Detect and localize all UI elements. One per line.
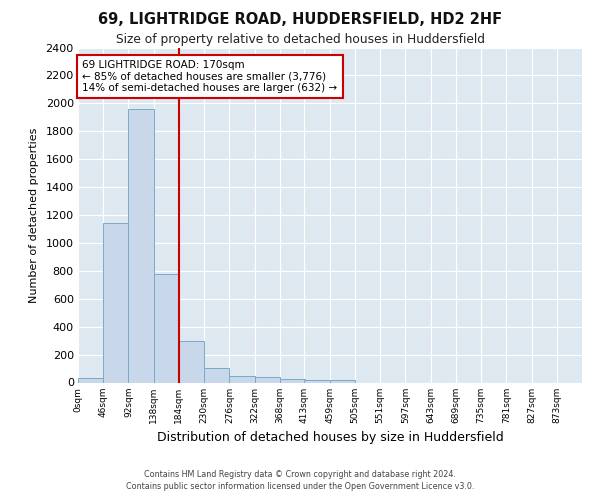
Text: Contains HM Land Registry data © Crown copyright and database right 2024.: Contains HM Land Registry data © Crown c… [144,470,456,479]
Bar [103,224,128,382]
Bar [204,368,229,382]
Text: 69, LIGHTRIDGE ROAD, HUDDERSFIELD, HD2 2HF: 69, LIGHTRIDGE ROAD, HUDDERSFIELD, HD2 2… [98,12,502,28]
X-axis label: Distribution of detached houses by size in Huddersfield: Distribution of detached houses by size … [157,432,503,444]
Text: Contains public sector information licensed under the Open Government Licence v3: Contains public sector information licen… [126,482,474,491]
Bar [128,109,154,382]
Text: Size of property relative to detached houses in Huddersfield: Size of property relative to detached ho… [115,32,485,46]
Y-axis label: Number of detached properties: Number of detached properties [29,128,38,302]
Text: 69 LIGHTRIDGE ROAD: 170sqm
← 85% of detached houses are smaller (3,776)
14% of s: 69 LIGHTRIDGE ROAD: 170sqm ← 85% of deta… [82,60,338,94]
Bar [154,274,179,382]
Bar [280,379,305,382]
Bar [179,340,204,382]
Bar [78,378,103,382]
Bar [254,377,280,382]
Bar [229,376,254,382]
Bar [304,380,330,382]
Bar [330,380,355,382]
